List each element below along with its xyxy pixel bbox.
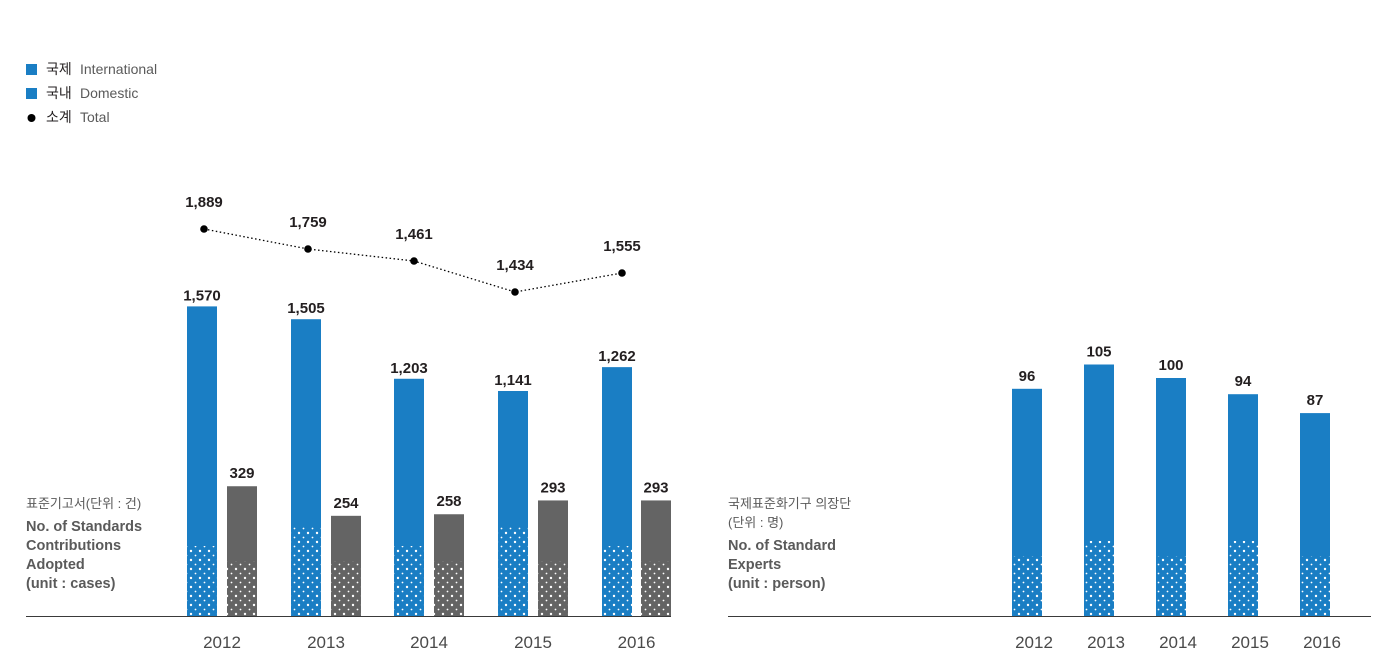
legend-label-domestic-en: Domestic bbox=[80, 85, 138, 101]
label-domestic-2016: 293 bbox=[643, 479, 668, 496]
legend-marker-total bbox=[27, 114, 36, 122]
label-experts-2013: 105 bbox=[1086, 344, 1111, 361]
bar-international-texture-2014 bbox=[394, 546, 424, 616]
x-tick-right-2012: 2012 bbox=[1015, 633, 1053, 649]
label-total-2016: 1,555 bbox=[603, 238, 641, 255]
label-international-2016: 1,262 bbox=[598, 348, 636, 365]
label-international-2012: 1,570 bbox=[183, 287, 221, 304]
total-point-2012 bbox=[200, 225, 208, 233]
x-tick-right-2016: 2016 bbox=[1303, 633, 1341, 649]
legend-label-domestic-kr: 국내 bbox=[46, 85, 72, 101]
x-tick-right-2014: 2014 bbox=[1159, 633, 1197, 649]
x-tick-left-2014: 2014 bbox=[410, 633, 448, 649]
label-total-2012: 1,889 bbox=[185, 194, 223, 211]
right-chart-plot: 96 2012 105 2013 100 2014 94 2015 87 2016 bbox=[1012, 344, 1341, 649]
right-caption-kr-line-1: 국제표준화기구 의장단 bbox=[728, 496, 851, 511]
label-total-2013: 1,759 bbox=[289, 214, 327, 231]
right-chart-caption: 국제표준화기구 의장단 (단위 : 명) No. of Standard Exp… bbox=[728, 496, 851, 592]
legend-label-total-kr: 소계 bbox=[46, 109, 72, 125]
bar-experts-texture-2012 bbox=[1012, 556, 1042, 616]
legend-swatch-domestic bbox=[26, 88, 37, 99]
right-caption-en-line-3: (unit : person) bbox=[728, 576, 826, 592]
x-tick-left-2013: 2013 bbox=[307, 633, 345, 649]
right-caption-en-line-1: No. of Standard bbox=[728, 538, 836, 554]
bar-domestic-texture-2014 bbox=[434, 561, 464, 616]
right-caption-kr-line-2: (단위 : 명) bbox=[728, 515, 783, 530]
x-tick-left-2012: 2012 bbox=[203, 633, 241, 649]
legend-item-domestic: 국내 Domestic bbox=[26, 85, 138, 101]
right-caption-en-line-2: Experts bbox=[728, 557, 781, 573]
legend-label-total-en: Total bbox=[80, 109, 110, 125]
label-international-2014: 1,203 bbox=[390, 360, 428, 377]
x-tick-right-2013: 2013 bbox=[1087, 633, 1125, 649]
bar-international-texture-2015 bbox=[498, 526, 528, 616]
label-experts-2015: 94 bbox=[1235, 373, 1252, 390]
x-tick-right-2015: 2015 bbox=[1231, 633, 1269, 649]
label-international-2013: 1,505 bbox=[287, 300, 325, 317]
total-point-2013 bbox=[304, 245, 312, 253]
bar-international-texture-2016 bbox=[602, 546, 632, 616]
x-tick-left-2015: 2015 bbox=[514, 633, 552, 649]
legend-label-international-en: International bbox=[80, 61, 157, 77]
label-domestic-2012: 329 bbox=[229, 465, 254, 482]
label-international-2015: 1,141 bbox=[494, 372, 532, 389]
label-experts-2012: 96 bbox=[1019, 368, 1036, 385]
bar-international-texture-2012 bbox=[187, 546, 217, 616]
left-caption-en-line-2: Contributions bbox=[26, 538, 121, 554]
bar-experts-texture-2015 bbox=[1228, 541, 1258, 616]
left-caption-en-line-3: Adopted bbox=[26, 557, 85, 573]
legend: 국제 International 국내 Domestic 소계 Total bbox=[26, 61, 157, 125]
label-domestic-2015: 293 bbox=[540, 479, 565, 496]
label-total-2014: 1,461 bbox=[395, 226, 433, 243]
x-tick-left-2016: 2016 bbox=[618, 633, 656, 649]
bar-experts-texture-2016 bbox=[1300, 556, 1330, 616]
bar-domestic-texture-2012 bbox=[227, 561, 257, 616]
bar-international-texture-2013 bbox=[291, 526, 321, 616]
total-point-2014 bbox=[410, 257, 418, 265]
legend-swatch-international bbox=[26, 64, 37, 75]
left-chart-caption: 표준기고서(단위 : 건) No. of Standards Contribut… bbox=[26, 496, 142, 592]
bar-experts-texture-2013 bbox=[1084, 541, 1114, 616]
legend-item-total: 소계 Total bbox=[27, 109, 110, 125]
label-total-2015: 1,434 bbox=[496, 257, 534, 274]
total-point-2016 bbox=[618, 269, 626, 277]
left-caption-en-line-4: (unit : cases) bbox=[26, 576, 116, 592]
label-experts-2016: 87 bbox=[1307, 392, 1324, 409]
left-caption-en-line-1: No. of Standards bbox=[26, 519, 142, 535]
bar-domestic-texture-2013 bbox=[331, 561, 361, 616]
label-experts-2014: 100 bbox=[1158, 357, 1183, 374]
label-domestic-2013: 254 bbox=[333, 495, 359, 512]
bar-experts-texture-2014 bbox=[1156, 556, 1186, 616]
total-point-2015 bbox=[511, 288, 519, 296]
bar-domestic-texture-2015 bbox=[538, 561, 568, 616]
label-domestic-2014: 258 bbox=[436, 493, 461, 510]
bar-domestic-texture-2016 bbox=[641, 561, 671, 616]
legend-item-international: 국제 International bbox=[26, 61, 157, 77]
left-caption-kr: 표준기고서(단위 : 건) bbox=[26, 496, 141, 511]
legend-label-international-kr: 국제 bbox=[46, 61, 72, 77]
left-chart-plot: 1,570 329 2012 1,505 254 2013 1,203 258 2014 1,14… bbox=[183, 194, 671, 649]
